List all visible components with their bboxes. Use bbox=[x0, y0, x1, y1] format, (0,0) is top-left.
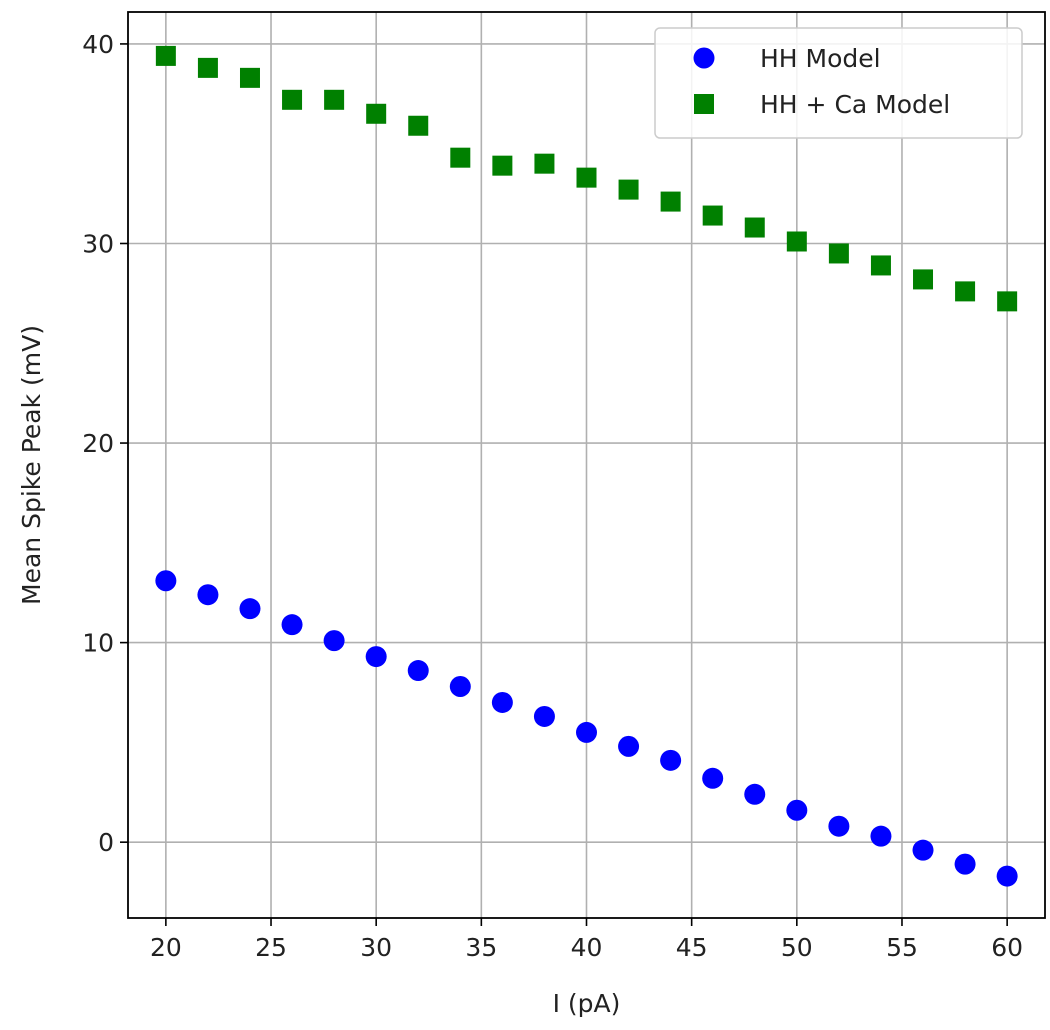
data-point-square bbox=[492, 155, 513, 176]
data-point-square bbox=[786, 231, 807, 252]
data-point-circle bbox=[744, 783, 766, 805]
data-point-circle bbox=[491, 691, 513, 713]
data-point-circle bbox=[197, 584, 219, 606]
data-point-square bbox=[534, 153, 555, 174]
legend-marker-square bbox=[694, 94, 714, 114]
data-point-square bbox=[155, 45, 176, 66]
data-point-square bbox=[366, 103, 387, 124]
series-hh-model bbox=[155, 570, 1018, 887]
data-point-circle bbox=[912, 839, 934, 861]
legend-label: HH + Ca Model bbox=[760, 90, 950, 119]
x-tick-label: 50 bbox=[781, 933, 813, 962]
x-tick-label: 40 bbox=[571, 933, 603, 962]
y-tick-label: 20 bbox=[82, 429, 114, 458]
data-point-circle bbox=[449, 676, 471, 698]
x-tick-label: 25 bbox=[255, 933, 287, 962]
data-point-circle bbox=[996, 865, 1018, 887]
x-tick-label: 20 bbox=[150, 933, 182, 962]
data-point-circle bbox=[870, 825, 892, 847]
x-tick-label: 30 bbox=[360, 933, 392, 962]
legend-marker-circle bbox=[693, 47, 715, 69]
data-point-circle bbox=[281, 614, 303, 636]
data-point-square bbox=[660, 191, 681, 212]
data-point-circle bbox=[407, 660, 429, 682]
data-point-square bbox=[324, 89, 345, 110]
data-points bbox=[155, 45, 1018, 887]
data-point-square bbox=[282, 89, 303, 110]
data-point-square bbox=[450, 147, 471, 168]
data-point-circle bbox=[618, 735, 640, 757]
data-point-circle bbox=[576, 721, 597, 743]
x-tick-label: 55 bbox=[886, 933, 918, 962]
legend-entries: HH Model HH + Ca Model bbox=[693, 44, 950, 119]
data-point-circle bbox=[702, 767, 724, 789]
legend-box bbox=[654, 27, 1023, 139]
data-point-circle bbox=[828, 815, 850, 837]
data-point-square bbox=[702, 205, 723, 226]
data-point-square bbox=[870, 255, 891, 276]
x-tick-label: 60 bbox=[991, 933, 1023, 962]
x-tick-label: 45 bbox=[676, 933, 708, 962]
data-point-square bbox=[408, 115, 429, 136]
y-tick-label: 30 bbox=[82, 229, 114, 258]
data-point-circle bbox=[155, 570, 177, 592]
plot-area-frame bbox=[127, 11, 1046, 919]
legend: HH Model HH + Ca Model bbox=[654, 27, 1023, 139]
x-tick-label: 35 bbox=[465, 933, 497, 962]
data-point-circle bbox=[239, 598, 261, 620]
y-tick-label: 0 bbox=[98, 828, 114, 857]
data-point-square bbox=[618, 179, 639, 200]
x-axis-label: I (pA) bbox=[553, 989, 621, 1018]
data-point-square bbox=[197, 57, 218, 78]
data-point-square bbox=[744, 217, 765, 238]
data-point-square bbox=[576, 167, 597, 188]
data-point-square bbox=[997, 291, 1018, 312]
series-hh-ca-model bbox=[155, 45, 1018, 312]
data-point-circle bbox=[323, 630, 345, 652]
data-point-square bbox=[913, 269, 934, 290]
data-point-circle bbox=[533, 705, 555, 727]
y-axis-ticks: 0 10 20 30 40 bbox=[82, 30, 128, 857]
data-point-circle bbox=[660, 749, 682, 771]
y-axis-label: Mean Spike Peak (mV) bbox=[17, 325, 46, 605]
data-point-circle bbox=[954, 853, 976, 875]
data-point-circle bbox=[786, 799, 808, 821]
data-point-square bbox=[828, 243, 849, 264]
data-point-circle bbox=[365, 646, 387, 668]
x-axis-ticks: 20 25 30 35 40 45 50 55 60 bbox=[150, 918, 1023, 962]
y-tick-label: 10 bbox=[82, 629, 114, 658]
legend-label: HH Model bbox=[760, 44, 881, 73]
grid bbox=[128, 12, 1045, 918]
data-point-square bbox=[955, 281, 976, 302]
y-tick-label: 40 bbox=[82, 30, 114, 59]
data-point-square bbox=[239, 67, 260, 88]
